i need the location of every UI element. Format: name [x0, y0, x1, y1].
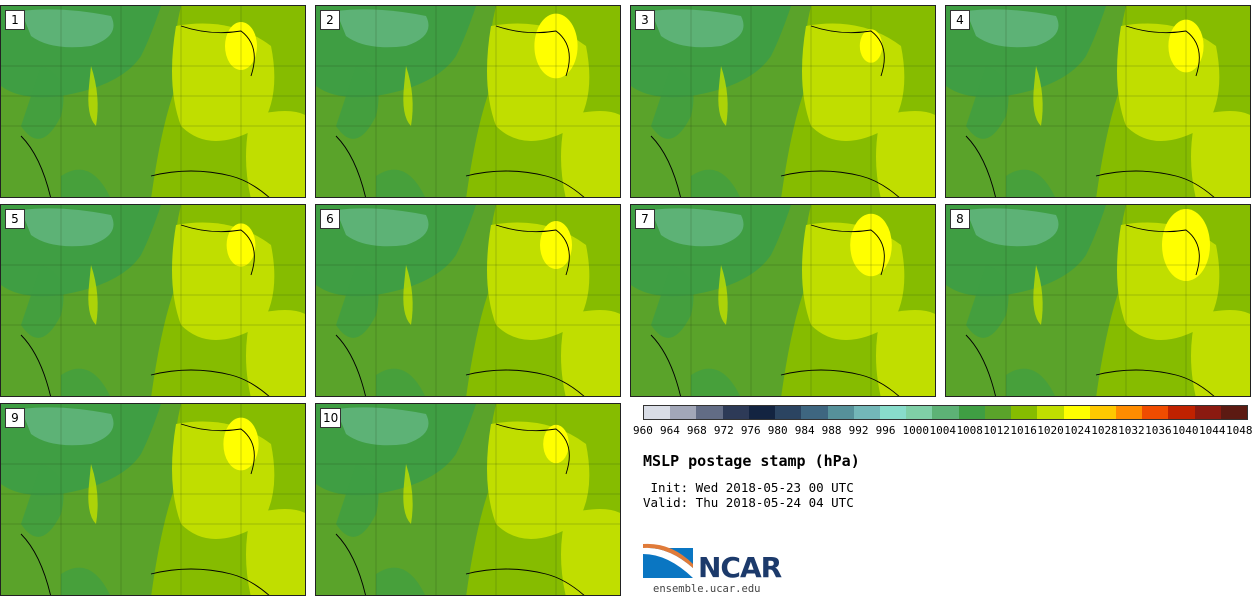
map-panel: 10: [315, 403, 621, 596]
source-url: ensemble.ucar.edu: [653, 583, 761, 595]
colorbar-swatch: [644, 406, 671, 419]
map-panel: 5: [0, 204, 306, 397]
colorbar-ticks: 960 964 968 972 976 980 984 988 992 996 1000 1004 10…: [633, 424, 1253, 438]
colorbar-swatch: [879, 406, 907, 419]
colorbar-swatch: [670, 406, 697, 419]
colorbar-tick-label: 1024: [1064, 424, 1091, 437]
map-panel: 6: [315, 204, 621, 397]
colorbar-tick-label: 1044: [1199, 424, 1226, 437]
colorbar-swatch: [748, 406, 776, 419]
colorbar-swatch: [1194, 406, 1221, 419]
colorbar-tick-label: 968: [686, 424, 707, 437]
colorbar-tick-label: 1020: [1037, 424, 1064, 437]
map-panel: 9: [0, 403, 306, 596]
colorbar-tick-label: 1012: [983, 424, 1010, 437]
colorbar-tick-label: 980: [767, 424, 788, 437]
colorbar-tick-label: 1028: [1091, 424, 1118, 437]
panel-number: 4: [950, 10, 970, 30]
mslp-map-icon: [946, 6, 1250, 197]
colorbar-swatch: [958, 406, 985, 419]
mslp-map-icon: [316, 205, 620, 396]
colorbar-swatch: [1011, 406, 1038, 419]
colorbar-tick-label: 988: [821, 424, 842, 437]
map-panel: 3: [630, 5, 936, 198]
colorbar-tick-label: 972: [713, 424, 734, 437]
mslp-map-icon: [631, 205, 935, 396]
mslp-map-icon: [1, 6, 305, 197]
colorbar-tick-label: 1036: [1145, 424, 1172, 437]
colorbar-swatch: [1063, 406, 1090, 419]
colorbar-tick-label: 964: [659, 424, 680, 437]
mslp-map-icon: [1, 205, 305, 396]
colorbar-swatch: [984, 406, 1012, 419]
colorbar-tick-label: 1040: [1172, 424, 1199, 437]
colorbar-swatch: [906, 406, 933, 419]
colorbar-swatch: [801, 406, 828, 419]
colorbar: [643, 405, 1248, 420]
map-panel: 4: [945, 5, 1251, 198]
map-panel: 8: [945, 204, 1251, 397]
map-panel: 1: [0, 5, 306, 198]
ncar-logo-text: NCAR: [698, 551, 782, 584]
mslp-map-icon: [631, 6, 935, 197]
init-time: Init: Wed 2018-05-23 00 UTC: [643, 480, 854, 495]
colorbar-swatch: [1037, 406, 1064, 419]
valid-time: Valid: Thu 2018-05-24 04 UTC: [643, 495, 854, 510]
panel-number: 3: [635, 10, 655, 30]
map-panel: 2: [315, 5, 621, 198]
colorbar-swatch: [1168, 406, 1195, 419]
colorbar-swatch: [1142, 406, 1169, 419]
colorbar-swatch: [775, 406, 802, 419]
colorbar-swatch: [722, 406, 749, 419]
panel-number: 7: [635, 209, 655, 229]
panel-number: 1: [5, 10, 25, 30]
map-panel: 7: [630, 204, 936, 397]
colorbar-swatch: [696, 406, 723, 419]
panel-number: 6: [320, 209, 340, 229]
mslp-map-icon: [316, 404, 620, 595]
panel-number: 2: [320, 10, 340, 30]
mslp-map-icon: [1, 404, 305, 595]
colorbar-tick-label: 992: [848, 424, 869, 437]
mslp-map-icon: [946, 205, 1250, 396]
colorbar-tick-label: 1008: [956, 424, 983, 437]
panel-number: 5: [5, 209, 25, 229]
colorbar-tick-label: 1048: [1225, 424, 1253, 437]
mslp-map-icon: [316, 6, 620, 197]
colorbar-tick-label: 1032: [1118, 424, 1145, 437]
colorbar-tick-label: 1004: [929, 424, 956, 437]
colorbar-tick-label: 1000: [902, 424, 930, 437]
colorbar-tick-label: 976: [740, 424, 761, 437]
colorbar-tick-label: 984: [794, 424, 815, 437]
panel-number: 10: [320, 408, 342, 428]
chart-title: MSLP postage stamp (hPa): [643, 452, 860, 470]
colorbar-swatch: [853, 406, 880, 419]
colorbar-swatch: [827, 406, 854, 419]
colorbar-swatch: [1089, 406, 1116, 419]
colorbar-swatch: [1220, 406, 1248, 419]
colorbar-tick-label: 960: [633, 424, 653, 437]
ncar-logo-icon: [643, 543, 693, 578]
colorbar-swatch: [1115, 406, 1143, 419]
panel-number: 8: [950, 209, 970, 229]
colorbar-tick-label: 996: [875, 424, 896, 437]
colorbar-swatch: [932, 406, 959, 419]
colorbar-tick-label: 1016: [1010, 424, 1037, 437]
panel-number: 9: [5, 408, 25, 428]
